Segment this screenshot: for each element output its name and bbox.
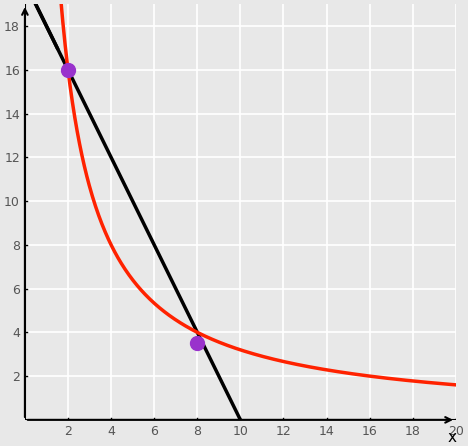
Point: [194, 340, 201, 347]
Point: [64, 66, 72, 74]
Text: x: x: [447, 430, 456, 445]
